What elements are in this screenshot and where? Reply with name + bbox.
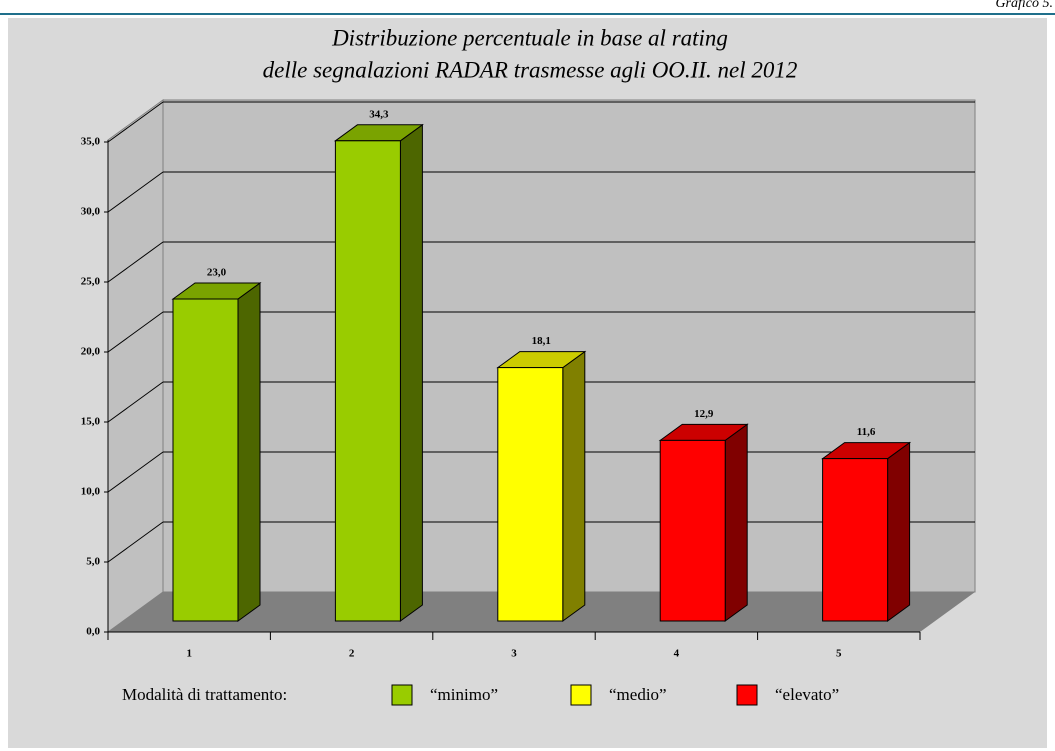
y-tick-label: 30,0 [81,206,101,218]
bar-side [562,350,586,622]
x-tick-label: 1 [186,648,192,660]
bar-side [887,441,911,622]
bar-side [724,423,748,622]
grid-line [107,171,164,213]
bar-side [237,282,261,622]
grid-line [107,451,164,493]
value-label: 18,1 [532,335,551,347]
bar [659,439,726,622]
grid-line [107,381,164,423]
legend-swatch [391,684,413,706]
grid-line [107,241,164,283]
x-tick-label: 2 [349,648,355,660]
chart-title: delle segnalazioni RADAR trasmesse agli … [263,57,798,82]
y-tick-label: 20,0 [81,346,101,358]
legend-label: “elevato” [775,685,839,704]
legend-title: Modalità di trattamento: [122,685,287,704]
bar [172,298,239,622]
bar [334,140,401,622]
y-tick-label: 0,0 [86,626,100,638]
legend-swatch [570,684,592,706]
y-tick-label: 35,0 [81,136,101,148]
legend-swatch [736,684,758,706]
chart-title: Distribuzione percentuale in base al rat… [331,25,728,50]
grid-line [107,521,164,563]
grid-line [107,101,164,143]
value-label: 11,6 [857,426,876,438]
legend-label: “medio” [609,685,667,704]
x-tick-label: 3 [511,648,517,660]
value-label: 12,9 [694,408,714,420]
grid-line [107,311,164,353]
x-tick-label: 5 [836,648,842,660]
value-label: 23,0 [207,267,227,279]
legend-label: “minimo” [430,685,498,704]
y-tick-label: 25,0 [81,276,101,288]
side-wall [107,99,164,633]
y-tick-label: 5,0 [86,556,100,568]
bar-side [399,123,423,622]
x-tick-label: 4 [674,648,680,660]
y-tick-label: 15,0 [81,416,101,428]
y-tick-label: 10,0 [81,486,101,498]
value-label: 34,3 [369,108,389,120]
bar [822,458,889,622]
corner-label: Grafico 5. [995,0,1053,11]
bar [497,367,564,622]
